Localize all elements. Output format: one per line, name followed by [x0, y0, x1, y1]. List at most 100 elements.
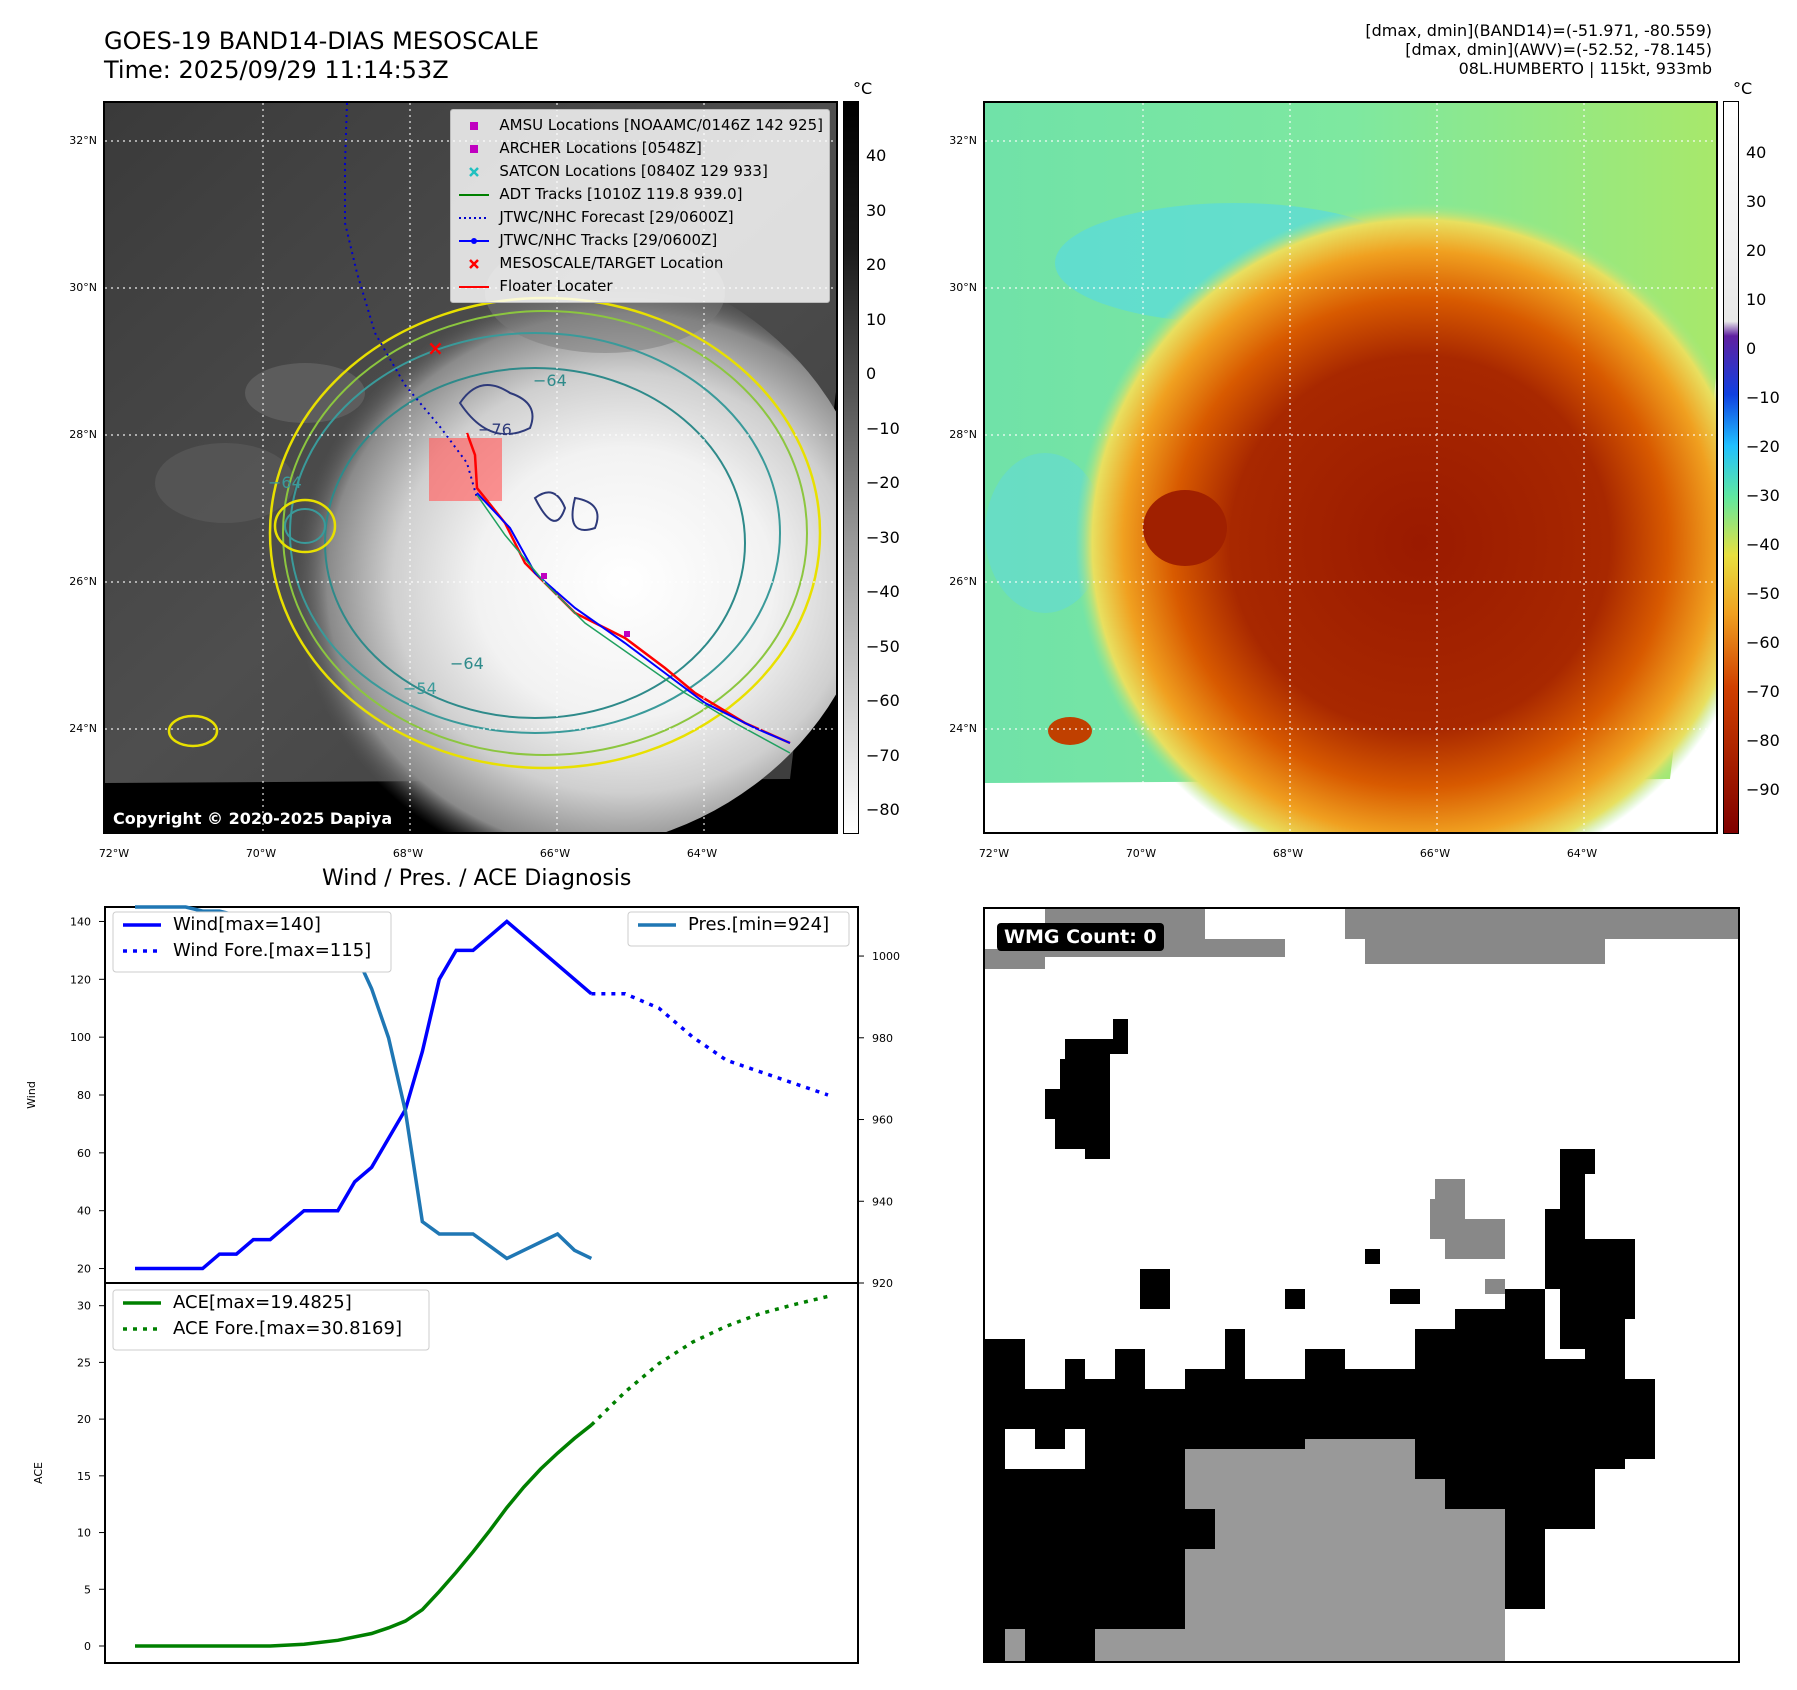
colorbar-tick: −50	[1746, 584, 1780, 603]
lat-label: 24°N	[949, 722, 977, 735]
legend-symbol	[457, 189, 491, 201]
colorbar-tick: 30	[1746, 192, 1767, 211]
legend-symbol	[457, 143, 491, 155]
ir-colorbar-unit: °C	[853, 79, 873, 98]
y2-tick-label: 1000	[872, 950, 900, 963]
legend-label: JTWC/NHC Tracks [29/0600Z]	[499, 231, 718, 249]
y-tick-label: 140	[70, 915, 91, 928]
ace-y-tick-label: 25	[77, 1356, 91, 1369]
lon-label: 68°W	[393, 847, 423, 860]
legend-label: SATCON Locations [0840Z 129 933]	[499, 162, 768, 180]
colorbar-tick: −50	[866, 636, 900, 656]
colorbar-tick: −70	[866, 745, 900, 765]
colorbar-tick: 0	[1746, 339, 1757, 358]
lon-label: 64°W	[687, 847, 717, 860]
chart-legend	[112, 1289, 430, 1351]
colorbar-tick: 10	[1746, 290, 1767, 309]
legend-entry: MESOSCALE/TARGET Location	[457, 252, 823, 275]
y2-tick-label: 920	[872, 1277, 893, 1290]
ace-axis-label: ACE	[32, 1462, 45, 1484]
legend-label: JTWC/NHC Forecast [29/0600Z]	[499, 208, 734, 226]
colorbar-tick: 40	[866, 146, 887, 165]
colorbar-tick: 20	[1746, 241, 1767, 260]
series-line	[135, 919, 593, 1271]
ace-axes	[104, 1282, 859, 1664]
lon-label: 70°W	[246, 847, 276, 860]
colorbar-tick: −80	[1746, 731, 1780, 750]
svg-text:×: ×	[427, 336, 444, 360]
contour-label: −76	[478, 420, 512, 439]
series-line	[135, 1423, 593, 1648]
colorbar-tick: −60	[866, 691, 900, 710]
contour-label: −64	[450, 654, 484, 673]
y2-tick-label: 980	[872, 1032, 893, 1045]
chart-legend	[112, 911, 392, 973]
legend-label: MESOSCALE/TARGET Location	[499, 254, 724, 272]
legend-symbol	[457, 258, 491, 270]
legend-symbol	[457, 120, 491, 132]
colorbar-tick: −90	[1746, 780, 1780, 799]
legend-entry: JTWC/NHC Tracks [29/0600Z]	[457, 229, 823, 252]
legend-entry: AMSU Locations [NOAAMC/0146Z 142 925]	[457, 114, 823, 137]
colorbar-tick: 0	[866, 364, 877, 383]
contour-label: −54	[403, 679, 437, 698]
colorbar-tick: −80	[866, 800, 900, 819]
colorbar-tick: 20	[866, 255, 887, 274]
ace-y-tick-label: 15	[77, 1470, 91, 1483]
colorbar-tick: 10	[866, 309, 887, 329]
lon-label: 64°W	[1567, 847, 1597, 860]
awv-range: [dmax, dmin](AWV)=(-52.52, -78.145)	[1405, 40, 1712, 59]
ace-y-tick-label: 5	[84, 1583, 91, 1596]
y2-tick-label: 960	[872, 1114, 893, 1127]
ir-colorbar	[843, 101, 859, 834]
lat-label: 26°N	[69, 575, 97, 588]
colorbar-tick: −30	[1746, 486, 1780, 505]
series-line	[590, 1294, 829, 1427]
y-tick-label: 100	[70, 1031, 91, 1044]
colorbar-tick: 30	[866, 200, 887, 220]
colorbar-tick: −70	[1746, 682, 1780, 701]
y-tick-label: 40	[77, 1205, 91, 1218]
y-tick-label: 60	[77, 1147, 91, 1160]
figure-title: GOES-19 BAND14-DIAS MESOSCALE Time: 2025…	[104, 27, 539, 85]
lat-label: 24°N	[69, 722, 97, 735]
legend-entry: JTWC/NHC Forecast [29/0600Z]	[457, 206, 823, 229]
legend-label: Wind Fore.[max=115]	[173, 940, 371, 961]
legend-symbol	[457, 166, 491, 178]
band14-range: [dmax, dmin](BAND14)=(-51.971, -80.559)	[1365, 21, 1712, 40]
colorbar-tick: −60	[1746, 633, 1780, 652]
lat-label: 30°N	[949, 281, 977, 294]
legend-label: ACE[max=19.4825]	[173, 1292, 352, 1313]
track-legend: AMSU Locations [NOAAMC/0146Z 142 925] ARC…	[450, 109, 830, 303]
ir-satellite-map: × −64 −76 −64 −64 −54 AMSU Locations [NO…	[103, 101, 838, 834]
legend-symbol	[457, 212, 491, 224]
legend-label: ADT Tracks [1010Z 119.8 939.0]	[499, 185, 743, 203]
colorbar-tick: −10	[1746, 388, 1780, 407]
lat-label: 28°N	[69, 428, 97, 441]
legend-label: ACE Fore.[max=30.8169]	[173, 1318, 402, 1339]
wmg-svg	[985, 909, 1738, 1661]
diagnosis-chart: 20 40 60 80 100 120 140 920 940 960 980 1000 0 5 10 15 2…	[25, 905, 900, 1664]
copyright-text: Copyright © 2020-2025 Dapiya	[113, 809, 393, 828]
colorbar-tick: −40	[866, 582, 900, 601]
y-tick-label: 80	[77, 1089, 91, 1102]
wmg-count-badge: WMG Count: 0	[997, 923, 1164, 951]
contour-label: −64	[533, 371, 567, 390]
legend-entry: ARCHER Locations [0548Z]	[457, 137, 823, 160]
legend-label: ARCHER Locations [0548Z]	[499, 139, 702, 157]
enhanced-ir-map	[983, 101, 1718, 834]
legend-label: AMSU Locations [NOAAMC/0146Z 142 925]	[499, 116, 823, 134]
enhanced-colorbar-unit: °C	[1733, 79, 1753, 98]
lon-label: 72°W	[99, 847, 129, 860]
color-map-svg	[985, 103, 1716, 832]
lon-label: 70°W	[1126, 847, 1156, 860]
legend-entry: SATCON Locations [0840Z 129 933]	[457, 160, 823, 183]
ace-y-tick-label: 0	[84, 1640, 91, 1653]
diagnosis-title: Wind / Pres. / ACE Diagnosis	[322, 866, 632, 891]
series-line	[591, 992, 829, 1097]
title-line-2: Time: 2025/09/29 11:14:53Z	[104, 56, 449, 84]
lat-label: 32°N	[69, 134, 97, 147]
colorbar-tick: −10	[866, 418, 900, 438]
ace-y-tick-label: 20	[77, 1413, 91, 1426]
storm-info: 08L.HUMBERTO | 115kt, 933mb	[1458, 59, 1712, 78]
